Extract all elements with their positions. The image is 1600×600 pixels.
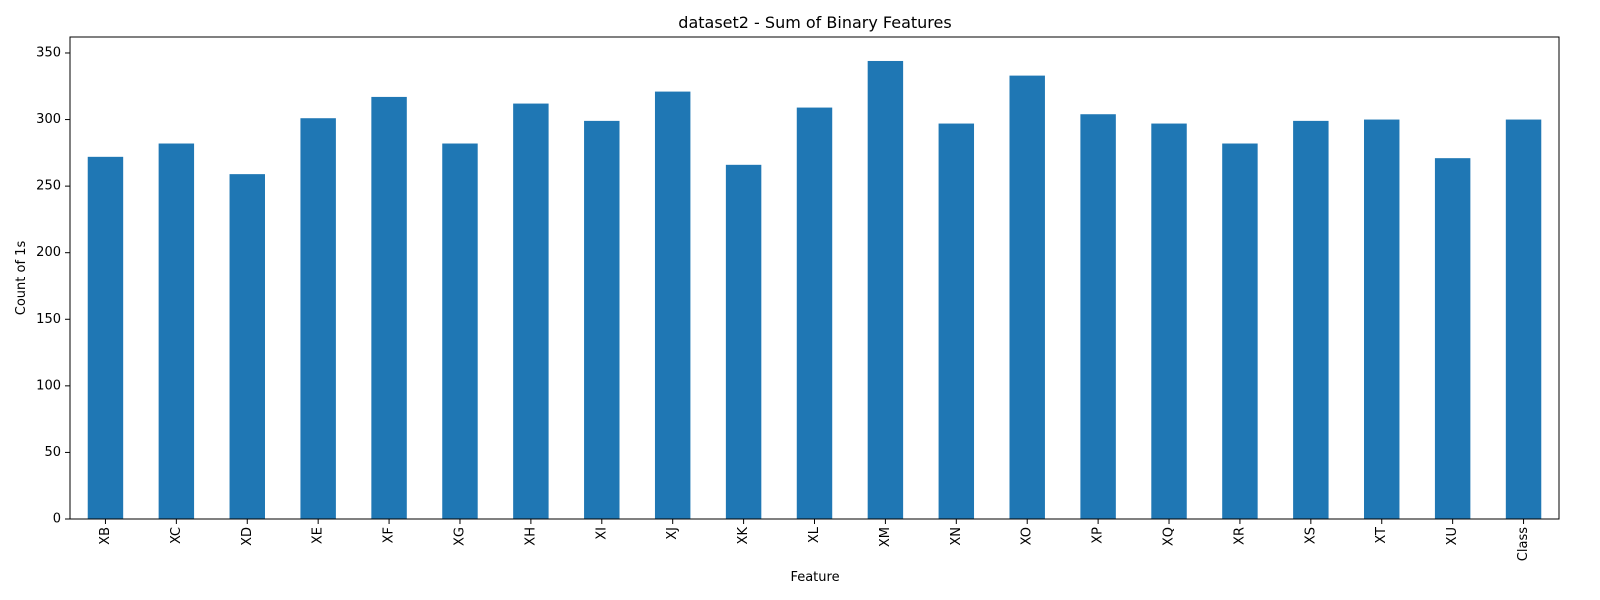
x-tick-label: XD <box>240 527 255 546</box>
bar-xl <box>796 107 833 519</box>
chart-title: dataset2 - Sum of Binary Features <box>678 13 951 32</box>
bar-xm <box>867 60 904 519</box>
y-tick-label: 250 <box>36 179 61 194</box>
x-tick-label: XF <box>382 527 397 543</box>
bar-xh <box>513 103 549 519</box>
x-tick-label: Class <box>1516 527 1531 561</box>
x-tick-label: XG <box>452 527 467 546</box>
x-tick-label: XO <box>1020 527 1035 545</box>
bar-xi <box>584 120 620 519</box>
bar-xp <box>1080 114 1116 519</box>
y-tick-label: 100 <box>36 378 61 393</box>
x-axis-ticks: XB XC XD XE XF XG XH XI XJ XK XL XM XN XO XP XQ XR XS XT XU… <box>98 519 1531 561</box>
x-tick-label: XQ <box>1162 527 1177 546</box>
x-tick-label: XJ <box>665 527 680 540</box>
x-tick-label: XK <box>736 527 751 545</box>
y-tick-label: 200 <box>36 245 61 260</box>
x-tick-label: XM <box>878 527 893 547</box>
x-tick-label: XU <box>1445 527 1460 545</box>
x-tick-label: XN <box>949 527 964 546</box>
bar-class <box>1505 119 1542 520</box>
y-tick-label: 50 <box>44 445 61 460</box>
bar-xq <box>1151 123 1187 520</box>
x-axis-label: Feature <box>790 570 839 585</box>
y-axis-label: Count of 1s <box>14 241 29 316</box>
bar-xg <box>442 143 478 519</box>
bar-xd <box>229 174 265 519</box>
x-tick-label: XI <box>594 527 609 540</box>
x-tick-label: XB <box>98 527 113 545</box>
y-axis-ticks: 0 50 100 150 200 250 300 350 <box>36 45 70 527</box>
bar-xe <box>300 118 336 519</box>
bar-xs <box>1293 120 1329 519</box>
y-tick-label: 150 <box>36 312 61 327</box>
bar-xk <box>725 164 762 519</box>
bar-group <box>87 60 1542 520</box>
bar-xu <box>1434 158 1471 520</box>
x-tick-label: XH <box>523 527 538 546</box>
x-tick-label: XR <box>1232 527 1247 545</box>
bar-xj <box>654 91 691 519</box>
x-tick-label: XT <box>1374 527 1389 544</box>
bar-xf <box>371 96 407 520</box>
x-tick-label: XE <box>311 527 326 544</box>
bar-xr <box>1222 143 1258 519</box>
y-tick-label: 300 <box>36 112 61 127</box>
x-tick-label: XP <box>1091 527 1106 544</box>
bar-xb <box>87 156 124 519</box>
bar-xc <box>158 143 195 519</box>
x-tick-label: XS <box>1303 527 1318 544</box>
bar-xt <box>1364 119 1400 520</box>
bar-xo <box>1009 75 1045 520</box>
x-tick-label: XL <box>807 526 822 543</box>
y-tick-label: 350 <box>36 45 61 60</box>
y-tick-label: 0 <box>53 512 61 527</box>
x-tick-label: XC <box>169 527 184 544</box>
bar-xn <box>938 123 975 520</box>
plot-frame <box>69 36 1560 520</box>
